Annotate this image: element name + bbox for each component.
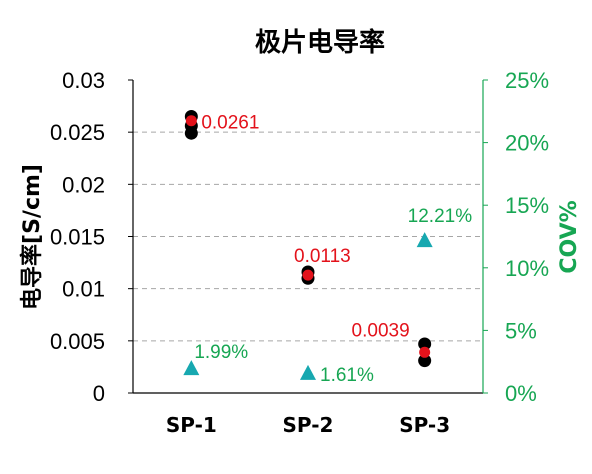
cov-point (183, 360, 200, 376)
x-tick-label: SP-2 (283, 413, 334, 437)
left-tick-label: 0.02 (62, 172, 105, 197)
left-tick-label: 0 (93, 381, 105, 406)
left-tick-label: 0.025 (50, 120, 105, 145)
mean-point (302, 269, 314, 281)
mean-label: 0.0113 (294, 246, 351, 267)
right-tick-label: 10% (505, 256, 549, 281)
x-tick-label: SP-1 (166, 413, 217, 437)
left-axis-ticks: 0 0.005 0.01 0.015 0.02 0.025 0.03 (50, 68, 133, 406)
gridlines (133, 131, 483, 342)
left-tick-label: 0.03 (62, 68, 105, 93)
right-tick-label: 20% (505, 131, 549, 156)
left-tick-label: 0.005 (50, 329, 105, 354)
data-labels: 0.0261 0.0113 0.0039 1.99% 1.61% 12.21% (194, 113, 472, 386)
sample-point (418, 337, 432, 351)
chart-title: 极片电导率 (255, 27, 385, 58)
mean-label: 0.0039 (352, 320, 410, 341)
cov-label: 1.61% (320, 365, 374, 386)
cov-label: 12.21% (408, 206, 473, 227)
left-tick-label: 0.01 (62, 277, 105, 302)
x-axis-ticks: SP-1 SP-2 SP-3 (166, 413, 450, 437)
right-axis-label: COV% (557, 200, 582, 273)
cov-point (416, 232, 433, 248)
mean-point (419, 346, 431, 358)
mean-label: 0.0261 (201, 113, 259, 134)
sample-point (184, 126, 198, 140)
cov-point (300, 364, 316, 380)
right-tick-label: 25% (505, 68, 549, 93)
left-tick-label: 0.015 (50, 225, 105, 250)
mean-point (185, 115, 197, 127)
right-tick-label: 5% (505, 318, 537, 343)
right-axis-ticks: 0% 5% 10% 15% 20% 25% (483, 68, 549, 406)
right-tick-label: 15% (505, 193, 549, 218)
data-marks (183, 110, 433, 380)
left-axis-label: 电导率[S/cm] (19, 164, 45, 310)
right-tick-label: 0% (505, 381, 537, 406)
cov-label: 1.99% (194, 342, 248, 363)
sample-point (418, 354, 432, 368)
x-tick-label: SP-3 (399, 413, 450, 437)
